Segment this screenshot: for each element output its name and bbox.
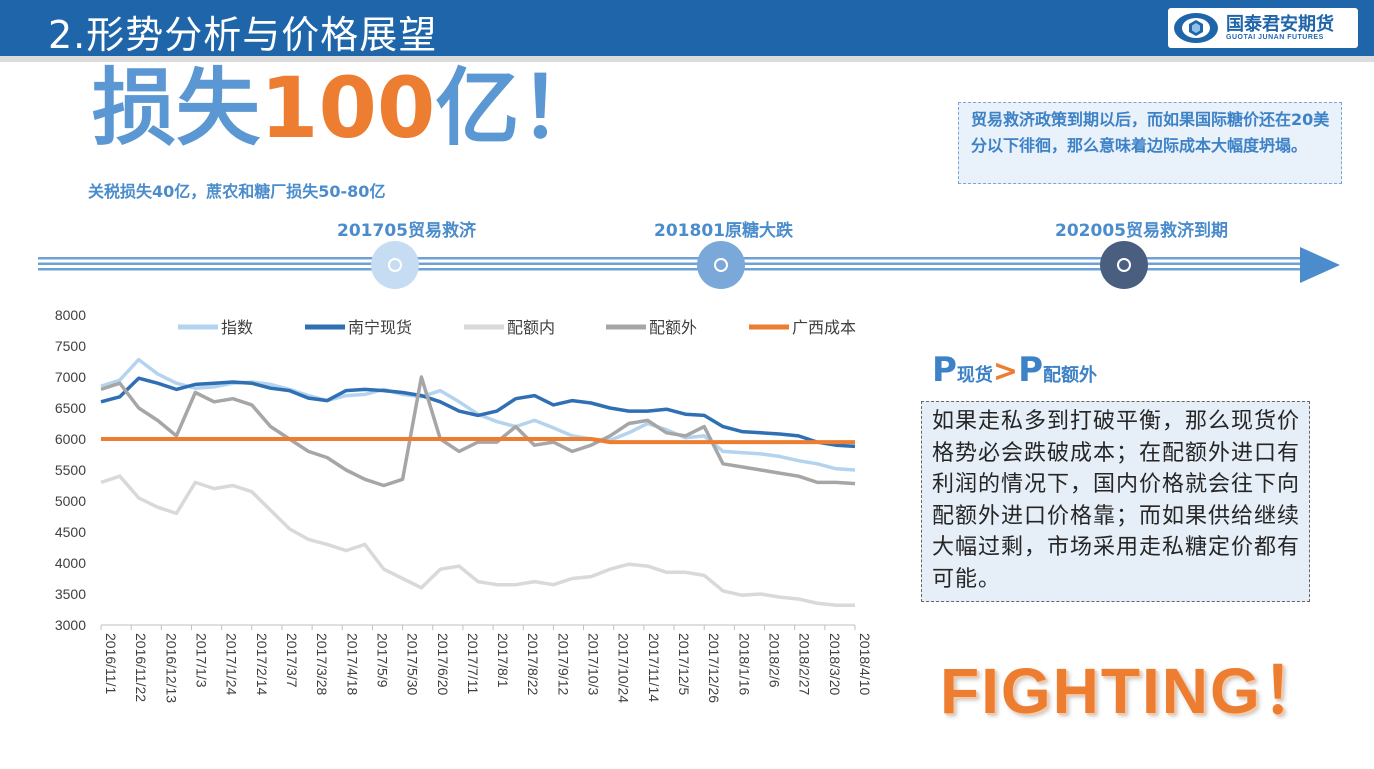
x-tick-label-22: 2018/2/6 — [767, 633, 783, 688]
y-tick-label-0: 3000 — [55, 617, 86, 633]
x-tick-label-21: 2018/1/16 — [736, 633, 752, 695]
y-tick-label-6: 6000 — [55, 431, 86, 447]
y-tick-label-2: 4000 — [55, 555, 86, 571]
x-tick-label-0: 2016/11/1 — [103, 633, 119, 694]
company-logo: 国泰君安期货 GUOTAI JUNAN FUTURES — [1168, 8, 1358, 48]
x-tick-label-7: 2017/3/28 — [314, 633, 330, 695]
price-line-chart: 3000 3500 4000 4500 5000 5500 6000 6500 7000 7500… — [55, 307, 873, 703]
price-subscript-2: 配额外 — [1042, 365, 1097, 386]
x-tick-label-25: 2018/4/10 — [857, 633, 873, 695]
legend-label-3: 配额外 — [649, 318, 697, 337]
timeline-label-1: 201705贸易救济 — [337, 221, 476, 241]
price-symbol-1: P — [932, 350, 957, 390]
series-line-3 — [100, 375, 856, 488]
timeline-track-line-3 — [38, 268, 1303, 271]
x-tick-label-19: 2017/12/5 — [676, 633, 692, 695]
x-tick-label-10: 2017/5/30 — [405, 633, 421, 695]
legend-label-1: 南宁现货 — [348, 318, 412, 337]
timeline-node-2 — [697, 241, 745, 289]
y-tick-label-4: 5000 — [55, 493, 86, 509]
slogan-fighting: FIGHTING！ — [940, 655, 1328, 727]
legend-label-4: 广西成本 — [792, 318, 856, 337]
header-bar: 2.形势分析与价格展望 国泰君安期货 GUOTAI JUNAN FUTURES — [0, 0, 1374, 57]
y-tick-label-8: 7000 — [55, 369, 86, 385]
price-relation-title: P现货>P配额外 — [932, 350, 1097, 390]
series-line-1 — [100, 376, 856, 449]
explanation-box: 如果走私多到打破平衡，那么现货价格势必会跌破成本；在配额外进口有利润的情况下，国… — [921, 401, 1310, 602]
x-tick-label-20: 2017/12/26 — [706, 633, 722, 703]
x-tick-label-5: 2017/2/14 — [254, 633, 270, 695]
policy-note-text: 贸易救济政策到期以后，而如果国际糖价还在20美分以下徘徊，那么意味着边际成本大幅… — [971, 110, 1330, 155]
legend-label-0: 指数 — [221, 318, 253, 337]
headline-subtitle: 关税损失40亿，蔗农和糖厂损失50-80亿 — [88, 182, 386, 201]
y-tick-label-3: 4500 — [55, 524, 86, 540]
x-tick-label-2: 2016/12/13 — [163, 633, 179, 703]
timeline-node-3 — [1100, 241, 1148, 289]
logo-emblem-icon — [1174, 13, 1218, 43]
x-tick-label-14: 2017/8/22 — [525, 633, 541, 695]
y-tick-label-1: 3500 — [55, 586, 86, 602]
x-tick-label-1: 2016/11/22 — [133, 633, 149, 702]
x-tick-label-18: 2017/11/14 — [646, 633, 662, 702]
timeline-label-3: 202005贸易救济到期 — [1055, 221, 1228, 241]
x-tick-label-11: 2017/6/20 — [435, 633, 451, 695]
y-tick-label-10: 8000 — [55, 307, 86, 323]
y-tick-label-9: 7500 — [55, 338, 86, 354]
page-title: 2.形势分析与价格展望 — [48, 13, 438, 57]
logo-english-name: GUOTAI JUNAN FUTURES — [1226, 34, 1324, 41]
x-tick-label-12: 2017/7/11 — [465, 633, 481, 694]
price-symbol-2: P — [1018, 350, 1043, 390]
greater-than-sign: > — [992, 354, 1019, 389]
y-tick-label-7: 6500 — [55, 400, 86, 416]
legend-label-2: 配额内 — [507, 318, 555, 337]
x-tick-label-17: 2017/10/24 — [616, 633, 632, 703]
policy-note-box: 贸易救济政策到期以后，而如果国际糖价还在20美分以下徘徊，那么意味着边际成本大幅… — [958, 102, 1342, 184]
timeline — [38, 241, 1340, 289]
x-tick-label-24: 2018/3/20 — [827, 633, 843, 695]
logo-chinese-name: 国泰君安期货 — [1226, 14, 1334, 35]
headline-number: 100 — [260, 59, 436, 157]
x-tick-label-15: 2017/9/12 — [555, 633, 571, 695]
explanation-text: 如果走私多到打破平衡，那么现货价格势必会跌破成本；在配额外进口有利润的情况下，国… — [932, 409, 1301, 592]
x-tick-label-23: 2018/2/27 — [797, 633, 813, 695]
x-tick-label-9: 2017/5/9 — [374, 633, 390, 688]
x-tick-label-3: 2017/1/3 — [193, 633, 209, 688]
x-tick-label-16: 2017/10/3 — [586, 633, 602, 695]
header-divider — [0, 56, 1374, 62]
series-line-2 — [100, 474, 855, 607]
headline: 损失100亿！ — [92, 66, 603, 150]
timeline-node-1 — [371, 241, 419, 289]
timeline-track-line-1 — [38, 257, 1303, 260]
headline-suffix: 亿！ — [435, 59, 604, 157]
headline-prefix: 损失 — [92, 59, 261, 157]
x-tick-label-13: 2017/8/1 — [495, 633, 511, 688]
x-tick-label-4: 2017/1/24 — [224, 633, 240, 695]
price-subscript-1: 现货 — [956, 365, 993, 386]
x-tick-label-8: 2017/4/18 — [344, 633, 360, 695]
timeline-track-line-2 — [38, 262, 1303, 265]
x-tick-label-6: 2017/3/7 — [284, 633, 300, 688]
series-line-4 — [101, 437, 855, 445]
timeline-arrow-icon — [1300, 247, 1340, 283]
timeline-label-2: 201801原糖大跌 — [654, 221, 793, 241]
y-tick-label-5: 5500 — [55, 462, 86, 478]
